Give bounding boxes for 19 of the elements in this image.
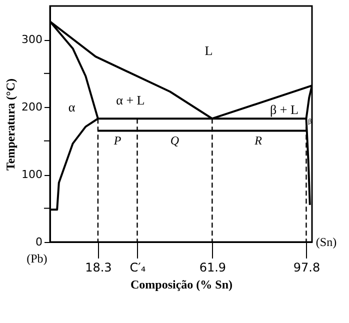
- annotation: Q: [170, 134, 180, 148]
- annotation: α + L: [116, 92, 145, 108]
- annotation: R: [254, 134, 263, 148]
- y-tick-label: 100: [22, 168, 42, 182]
- x-tick-label: 97.8: [293, 260, 320, 274]
- y-tick-label: 300: [22, 33, 42, 46]
- x-tick-label: C′₄: [130, 260, 146, 274]
- text: (Sn): [316, 235, 337, 249]
- annotation: β + L: [270, 102, 298, 117]
- y-tick-label: 0: [36, 236, 42, 248]
- annotation: L: [204, 42, 213, 58]
- text: (Pb): [26, 252, 48, 266]
- x-axis-title: Composição (% Sn): [130, 278, 233, 292]
- annotation: P: [112, 134, 122, 148]
- y-axis-title: Temperatura (°C): [4, 78, 18, 171]
- y-tick-label: 200: [22, 100, 42, 114]
- x-tick-label: 61.9: [199, 260, 226, 274]
- annotation: α: [68, 99, 76, 114]
- x-tick-label: 18.3: [85, 260, 112, 274]
